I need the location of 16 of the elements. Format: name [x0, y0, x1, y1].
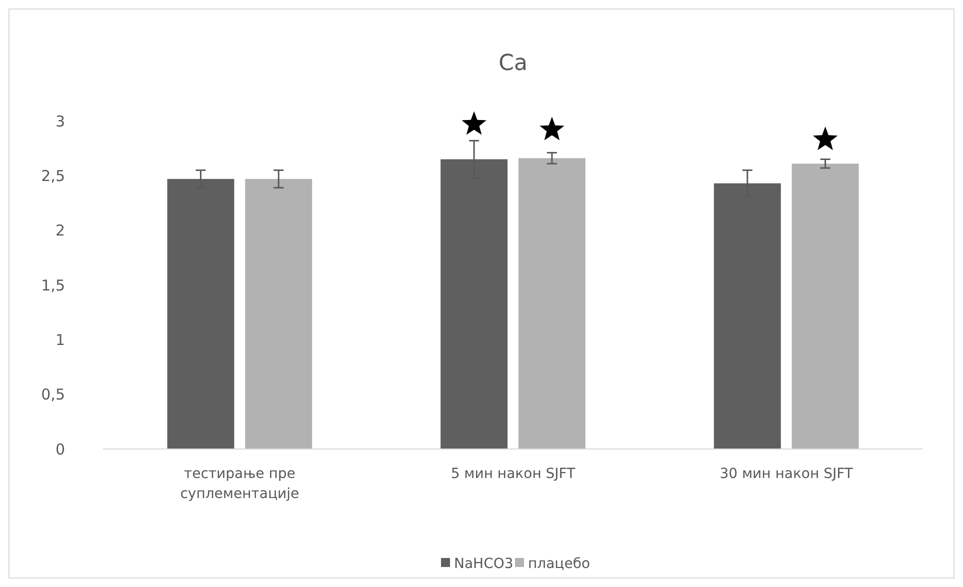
- y-tick-label: 0: [55, 440, 65, 458]
- y-tick-label: 0,5: [41, 386, 65, 404]
- y-tick-label: 1,5: [41, 276, 65, 294]
- bar: [792, 164, 859, 449]
- y-tick-label: 3: [55, 112, 65, 130]
- x-tick-label: тестирање пре суплементације: [180, 466, 300, 502]
- x-tick-label: 30 мин након SJFT: [720, 466, 854, 482]
- y-tick-label: 2,5: [41, 166, 65, 185]
- legend-label: NaHCO3: [454, 556, 514, 572]
- legend-label: плацебо: [528, 556, 590, 572]
- bar: [518, 158, 586, 449]
- y-tick-label: 2: [55, 222, 65, 240]
- bar: [245, 178, 312, 449]
- chart-title: Ca: [498, 51, 528, 76]
- y-tick-label: 1: [55, 330, 65, 349]
- x-tick-label: 5 мин након SJFT: [450, 466, 576, 482]
